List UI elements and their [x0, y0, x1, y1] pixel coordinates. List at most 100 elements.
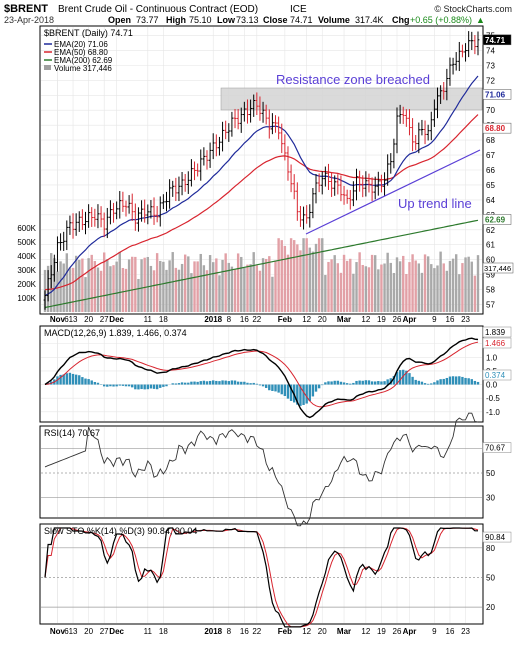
resistance-annotation: Resistance zone breached	[276, 72, 430, 87]
macd-histogram-bar	[237, 382, 239, 385]
volume-bar	[393, 273, 395, 312]
macd-histogram-bar	[178, 383, 180, 384]
macd-histogram-bar	[467, 378, 469, 384]
volume-bar	[343, 255, 345, 312]
x-tick-label: 12	[302, 627, 311, 636]
macd-histogram-bar	[122, 385, 124, 386]
volume-bar	[408, 262, 410, 312]
volume-bar	[383, 264, 385, 312]
macd-tag-label: 1.466	[485, 339, 506, 348]
macd-histogram-bar	[443, 379, 445, 385]
x-tick-label: 23	[461, 627, 470, 636]
volume-bar	[318, 238, 320, 312]
macd-histogram-bar	[75, 375, 77, 385]
legend-swatch-volume	[44, 65, 51, 70]
price-tick-label: 73	[486, 61, 495, 70]
chg-arrow-icon: ▲	[476, 15, 485, 25]
macd-histogram-bar	[477, 382, 479, 385]
volume-bar	[231, 267, 233, 312]
volume-bar	[340, 273, 342, 312]
price-tag-label: 71.06	[485, 90, 506, 99]
close-value: 74.71	[290, 15, 313, 25]
volume-bar	[153, 270, 155, 312]
header-name: Brent Crude Oil - Continuous Contract (E…	[58, 4, 258, 15]
x-tick-label: Dec	[109, 627, 124, 636]
price-tick-label: 57	[486, 301, 495, 310]
rsi-tag-label: 70.67	[485, 444, 506, 453]
macd-histogram-bar	[212, 380, 214, 384]
volume-bar	[87, 258, 89, 312]
macd-histogram-bar	[377, 381, 379, 385]
macd-histogram-bar	[265, 385, 267, 388]
macd-histogram-bar	[411, 377, 413, 385]
volume-bar	[246, 265, 248, 312]
x-tick-label: 22	[252, 627, 261, 636]
x-tick-label: Mar	[337, 315, 351, 324]
x-tick-label: Nov	[50, 315, 66, 324]
price-tick-label: 58	[486, 286, 495, 295]
volume-bar	[69, 268, 71, 312]
volume-bar	[234, 269, 236, 312]
macd-histogram-bar	[337, 381, 339, 385]
macd-histogram-bar	[262, 385, 264, 387]
volume-bar	[327, 262, 329, 312]
volume-bar	[224, 253, 226, 312]
macd-histogram-bar	[137, 385, 139, 390]
volume-bar	[168, 260, 170, 312]
macd-histogram-bar	[97, 383, 99, 385]
x-tick-label: 9	[432, 627, 437, 636]
x-tick-label: 26	[393, 315, 402, 324]
macd-histogram-bar	[69, 373, 71, 385]
volume-bar	[290, 238, 292, 312]
macd-histogram-bar	[330, 381, 332, 384]
legend-volume: Volume 317,446	[54, 64, 112, 73]
x-tick-label: 16	[240, 315, 249, 324]
macd-histogram-bar	[150, 385, 152, 389]
macd-tick-label: 1.0	[486, 353, 498, 362]
volume-bar	[262, 258, 264, 312]
macd-histogram-bar	[271, 385, 273, 391]
macd-histogram-bar	[461, 377, 463, 385]
volume-bar	[446, 271, 448, 312]
macd-histogram-bar	[200, 381, 202, 384]
macd-histogram-bar	[268, 385, 270, 391]
macd-tick-label: 0.0	[486, 381, 498, 390]
sto-tick-label: 80	[486, 544, 495, 553]
volume-bar	[156, 253, 158, 312]
macd-histogram-bar	[175, 383, 177, 384]
macd-histogram-bar	[427, 384, 429, 385]
x-tick-label: 23	[461, 315, 470, 324]
volume-bar	[140, 259, 142, 312]
macd-histogram-bar	[430, 383, 432, 384]
volume-bar	[200, 254, 202, 312]
header-symbol: $BRENT	[4, 3, 48, 15]
volume-bar	[362, 265, 364, 312]
macd-histogram-bar	[221, 380, 223, 384]
x-tick-label: 20	[84, 627, 93, 636]
x-tick-label: 22	[252, 315, 261, 324]
macd-histogram-bar	[368, 380, 370, 384]
price-tick-label: 70	[486, 106, 495, 115]
macd-histogram-bar	[414, 380, 416, 385]
x-tick-label: 2018	[204, 627, 222, 636]
sto-tick-label: 50	[486, 573, 495, 582]
macd-histogram-bar	[358, 381, 360, 385]
macd-histogram-bar	[94, 382, 96, 385]
macd-histogram-bar	[302, 385, 304, 405]
x-tick-label: 16	[240, 627, 249, 636]
macd-histogram-bar	[349, 384, 351, 385]
macd-histogram-bar	[112, 385, 114, 387]
macd-histogram-bar	[84, 379, 86, 385]
macd-histogram-bar	[218, 381, 220, 384]
x-tick-label: 20	[318, 627, 327, 636]
macd-histogram-bar	[131, 385, 133, 388]
chg-value: +0.65 (+0.88%)	[410, 15, 472, 25]
volume-bar	[334, 255, 336, 312]
macd-histogram-bar	[109, 385, 111, 387]
x-tick-label: 8	[227, 627, 232, 636]
macd-histogram-bar	[125, 385, 127, 387]
price-tag-label: 68.80	[485, 124, 506, 133]
low-value: 73.13	[236, 15, 259, 25]
macd-histogram-bar	[162, 385, 164, 387]
